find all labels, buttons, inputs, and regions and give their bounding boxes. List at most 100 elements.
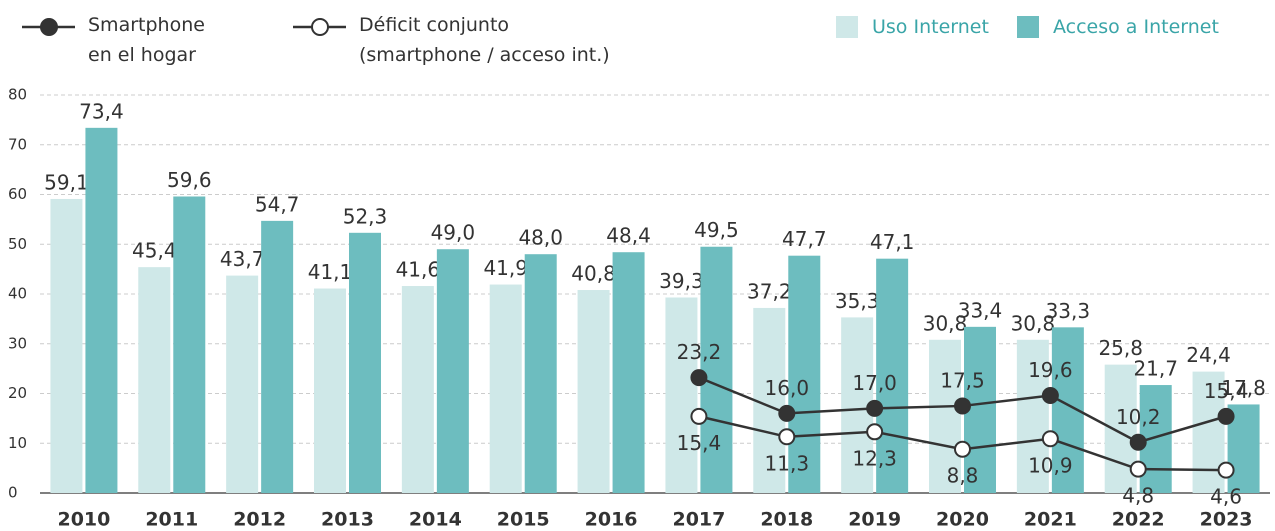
x-tick-label: 2019: [848, 509, 901, 531]
marker: [1217, 461, 1235, 479]
bar: [929, 339, 961, 493]
legend-label: Acceso a Internet: [1053, 16, 1219, 38]
bar-label: 73,4: [79, 99, 124, 123]
marker: [954, 440, 971, 458]
x-tick-label: 2014: [409, 509, 462, 531]
line-label: 12,3: [852, 446, 897, 470]
bar: [261, 220, 294, 493]
marker: [690, 369, 708, 387]
bar: [753, 307, 786, 493]
legend-marker: [311, 18, 329, 36]
marker: [1129, 460, 1147, 478]
bar: [1016, 339, 1049, 493]
bar: [173, 196, 206, 494]
bar-label: 41,6: [396, 258, 441, 282]
line-label: 15,4: [677, 431, 722, 455]
line-label: 16,0: [765, 376, 810, 400]
line-label: 10,2: [1116, 405, 1161, 429]
bar: [314, 288, 346, 493]
marker: [954, 397, 971, 415]
bar-label: 41,9: [483, 256, 528, 280]
bar: [349, 232, 381, 493]
bar-label: 24,4: [1186, 343, 1231, 367]
x-tick-label: 2023: [1200, 509, 1253, 531]
marker: [866, 423, 884, 441]
bar-label: 47,7: [782, 227, 827, 251]
x-tick-label: 2012: [233, 509, 286, 531]
bar: [524, 254, 557, 493]
bar: [50, 198, 83, 494]
legend-label: Smartphone en el hogar: [88, 14, 205, 66]
x-tick-label: 2010: [57, 509, 110, 531]
bar: [577, 290, 610, 493]
bar-label: 33,3: [1046, 299, 1091, 323]
bar: [665, 297, 698, 493]
bar-label: 40,8: [571, 262, 616, 286]
line-label: 4,8: [1122, 484, 1154, 508]
y-tick-label: 80: [8, 86, 27, 104]
x-tick-label: 2017: [672, 509, 725, 531]
bar-label: 47,1: [870, 230, 915, 254]
marker: [1041, 430, 1059, 448]
bar: [700, 246, 733, 493]
bar-label: 30,8: [923, 311, 968, 335]
marker: [866, 399, 884, 417]
line-label: 17,5: [940, 368, 985, 392]
legend-marker: [40, 18, 58, 36]
bar-label: 37,2: [747, 279, 792, 303]
bar-label: 52,3: [343, 204, 388, 228]
bar-label: 25,8: [1098, 336, 1143, 360]
y-tick-label: 10: [8, 434, 27, 452]
y-tick-label: 50: [8, 235, 27, 253]
x-tick-label: 2021: [1024, 509, 1077, 531]
line-label: 17,0: [852, 371, 897, 395]
bar: [436, 249, 469, 493]
y-tick-label: 0: [8, 484, 18, 502]
line-label: 23,2: [677, 340, 722, 364]
bar: [612, 252, 645, 493]
line-label: 11,3: [765, 451, 810, 475]
y-tick-label: 40: [8, 285, 27, 303]
bar-label: 48,4: [606, 224, 651, 248]
bar: [85, 127, 118, 494]
bar-label: 41,1: [308, 260, 353, 284]
marker: [1217, 407, 1235, 425]
bar: [876, 258, 909, 493]
line-label: 4,6: [1210, 485, 1242, 509]
legend-label: Déficit conjunto (smartphone / acceso in…: [359, 14, 610, 66]
line-label: 8,8: [947, 464, 979, 488]
bar-label: 43,7: [220, 247, 265, 271]
bar-label: 33,4: [958, 298, 1003, 322]
x-tick-label: 2016: [585, 509, 638, 531]
bar-label: 35,3: [835, 289, 880, 313]
bar: [788, 255, 821, 493]
x-tick-label: 2015: [497, 509, 550, 531]
bar-label: 30,8: [1011, 311, 1056, 335]
bar-label: 54,7: [255, 192, 300, 216]
bar: [138, 267, 171, 493]
y-tick-label: 60: [8, 185, 27, 203]
bar: [226, 275, 259, 493]
marker: [778, 404, 796, 422]
bar-label: 48,0: [518, 226, 563, 250]
line-label: 19,6: [1028, 358, 1073, 382]
x-tick-label: 2011: [145, 509, 198, 531]
x-tick-label: 2020: [936, 509, 989, 531]
y-tick-label: 70: [8, 135, 27, 153]
legend-swatch: [836, 16, 858, 38]
bar: [401, 286, 434, 493]
bar-label: 59,1: [44, 170, 89, 194]
x-tick-label: 2018: [760, 509, 813, 531]
marker: [1129, 433, 1147, 451]
bar-label: 21,7: [1133, 357, 1178, 381]
legend-swatch: [1017, 16, 1039, 38]
bar-label: 17,8: [1221, 376, 1266, 400]
bar-label: 49,5: [694, 218, 739, 242]
bar-label: 49,0: [431, 221, 476, 245]
x-tick-label: 2013: [321, 509, 374, 531]
y-tick-label: 30: [8, 334, 27, 352]
bar-label: 39,3: [659, 269, 704, 293]
marker: [690, 407, 708, 425]
